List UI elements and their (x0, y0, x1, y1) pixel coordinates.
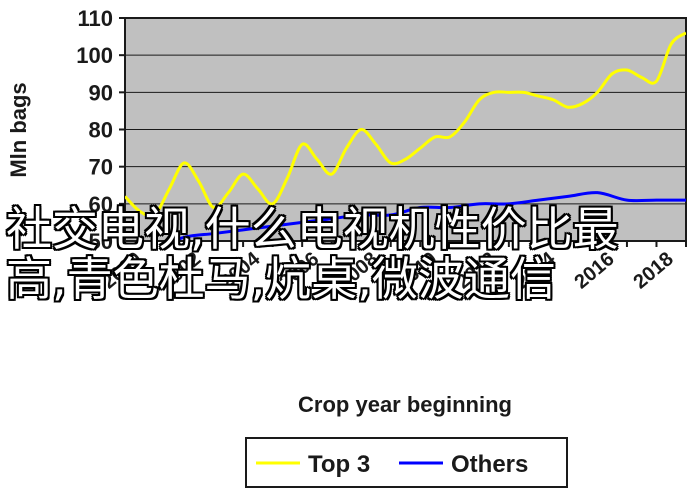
legend-label-top3: Top 3 (308, 451, 370, 478)
y-axis-ticks: 50 60 70 80 90 100 110 (76, 6, 125, 254)
y-tick-label: 110 (78, 6, 114, 31)
x-axis-label: Crop year beginning (298, 392, 512, 417)
y-tick-label: 100 (76, 43, 113, 68)
series-line-others (170, 191, 686, 241)
y-tick-label: 60 (89, 192, 113, 217)
y-tick-label: 90 (89, 80, 113, 105)
y-tick-label: 70 (89, 155, 113, 180)
y-tick-label: 80 (89, 118, 113, 143)
overlay-caption-line-2: 高,青色杜马,炕桌,微波通信 (6, 252, 556, 306)
x-tick-label: 2018 (629, 248, 677, 293)
legend-label-others: Others (451, 451, 528, 478)
y-tick-label: 50 (89, 229, 113, 254)
overlay-caption-line-1: 社交电视,什么电视机性价比最 (6, 202, 619, 256)
series-layer (125, 31, 686, 241)
legend: Top 3 Others (245, 437, 568, 488)
y-axis-label: Mln bags (6, 82, 31, 177)
